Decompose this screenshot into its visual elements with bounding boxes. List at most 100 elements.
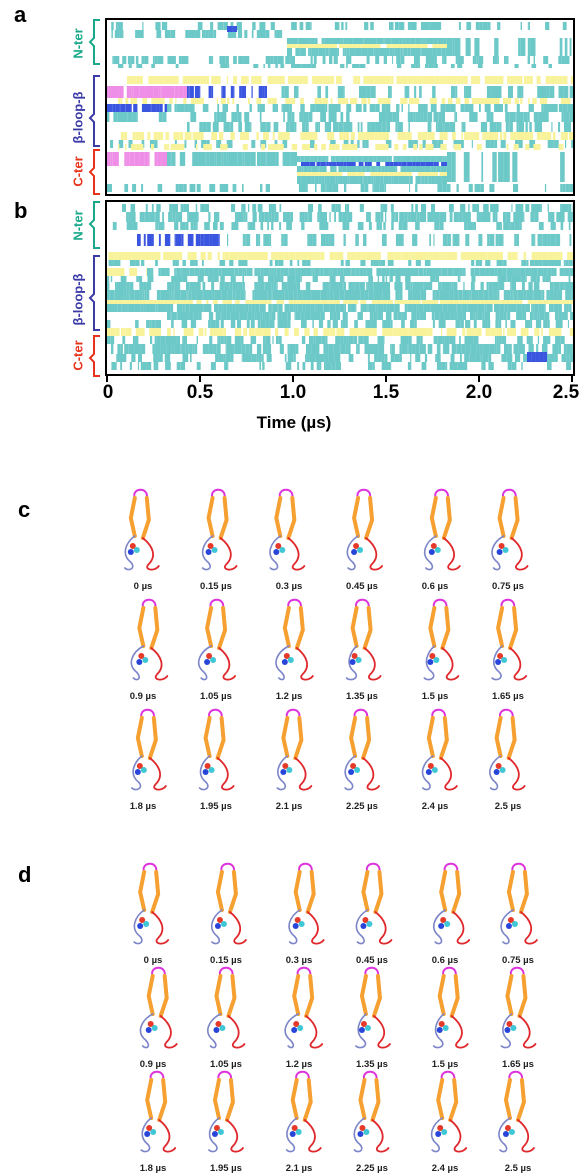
heatmap-cell <box>569 222 571 230</box>
heatmap-cell <box>514 222 520 230</box>
heatmap-cell <box>121 276 127 282</box>
heatmap-cell <box>167 304 171 312</box>
snapshot-frame: 2.4 µs <box>412 1066 478 1172</box>
heatmap-cell <box>436 300 438 304</box>
heatmap-cell <box>243 282 245 290</box>
heatmap-cell <box>424 252 429 260</box>
heatmap-cell <box>519 212 524 222</box>
snapshot-frame: 1.35 µs <box>339 962 405 1068</box>
heatmap-cell <box>209 86 212 98</box>
heatmap-cell <box>256 328 262 336</box>
heatmap-cell <box>235 252 238 260</box>
heatmap-cell <box>143 290 144 300</box>
heatmap-cell <box>405 268 408 276</box>
heatmap-cell <box>263 64 265 68</box>
heatmap-cell <box>237 300 240 304</box>
heatmap-cell <box>364 328 367 336</box>
heatmap-cell <box>160 290 165 300</box>
snapshot-frame: 1.5 µs <box>412 962 478 1068</box>
heatmap-cell <box>542 300 543 304</box>
heatmap-cell <box>314 156 316 162</box>
heatmap-cell <box>441 328 442 336</box>
heatmap-cell <box>111 30 113 38</box>
heatmap-cell <box>551 122 552 132</box>
heatmap-cell <box>344 290 350 300</box>
heatmap-cell <box>301 38 304 44</box>
heatmap-cell <box>187 300 193 304</box>
heatmap-cell <box>206 152 209 166</box>
heatmap-cell <box>446 38 447 44</box>
heatmap-cell <box>289 300 292 304</box>
heatmap-cell <box>221 64 227 68</box>
heatmap-cell <box>136 290 140 300</box>
heatmap-cell <box>189 268 192 276</box>
heatmap-cell <box>288 104 290 112</box>
heatmap-cell <box>140 304 143 312</box>
heatmap-cell <box>331 234 334 246</box>
heatmap-cell <box>401 162 406 166</box>
heatmap-cell <box>331 76 334 84</box>
heatmap-cell <box>159 354 163 362</box>
heatmap-cell <box>509 290 510 300</box>
heatmap-cell <box>132 252 136 260</box>
heatmap-cell <box>391 44 393 48</box>
heatmap-cell <box>394 176 399 184</box>
heatmap-cell <box>364 86 367 98</box>
heatmap-cell <box>367 268 373 276</box>
heatmap-cell <box>444 172 448 176</box>
heatmap-cell <box>116 282 121 290</box>
heatmap-cell <box>328 44 332 48</box>
heatmap-cell <box>482 132 483 140</box>
heatmap-cell <box>271 268 273 276</box>
heatmap-cell <box>496 204 499 212</box>
heatmap-cell <box>269 212 272 222</box>
heatmap-cell <box>364 132 366 140</box>
heatmap-b-canvas <box>107 202 573 374</box>
heatmap-cell <box>263 86 265 98</box>
heatmap-cell <box>373 252 375 260</box>
heatmap-cell <box>151 234 154 246</box>
heatmap-cell <box>518 132 520 140</box>
heatmap-cell <box>355 176 359 184</box>
heatmap-cell <box>370 172 375 176</box>
heatmap-cell <box>424 166 430 172</box>
heatmap-cell <box>483 252 487 260</box>
heatmap-cell <box>406 162 407 166</box>
heatmap-cell <box>364 76 368 84</box>
heatmap-cell <box>164 344 166 354</box>
heatmap-cell <box>543 336 548 344</box>
heatmap-cell <box>397 312 398 320</box>
heatmap-cell <box>220 276 225 282</box>
heatmap-cell <box>278 260 283 266</box>
heatmap-cell <box>469 184 473 192</box>
heatmap-cell <box>335 304 339 312</box>
heatmap-cell <box>396 252 401 260</box>
heatmap-cell <box>258 104 260 112</box>
snapshot-time-label: 0.45 µs <box>329 581 395 592</box>
heatmap-cell <box>340 64 344 68</box>
heatmap-cell <box>325 328 330 336</box>
heatmap-cell <box>424 312 427 320</box>
heatmap-cell <box>351 304 356 312</box>
heatmap-cell <box>265 328 271 336</box>
heatmap-cell <box>220 64 221 68</box>
heatmap-cell <box>317 162 321 166</box>
heatmap-cell <box>182 336 187 344</box>
heatmap-cell <box>545 252 548 260</box>
heatmap-cell <box>342 276 345 282</box>
heatmap-cell <box>345 22 347 30</box>
heatmap-cell <box>122 56 126 64</box>
heatmap-cell <box>173 204 178 212</box>
heatmap-cell <box>249 222 251 230</box>
heatmap-cell <box>368 98 371 104</box>
heatmap-cell <box>565 38 568 56</box>
heatmap-cell <box>124 344 128 354</box>
heatmap-cell <box>315 304 317 312</box>
heatmap-cell <box>206 122 211 132</box>
heatmap-cell <box>181 290 187 300</box>
heatmap-cell <box>416 166 421 172</box>
heatmap-cell <box>499 98 500 104</box>
heatmap-cell <box>290 112 292 122</box>
heatmap-cell <box>197 336 198 344</box>
heatmap-cell <box>498 76 504 84</box>
